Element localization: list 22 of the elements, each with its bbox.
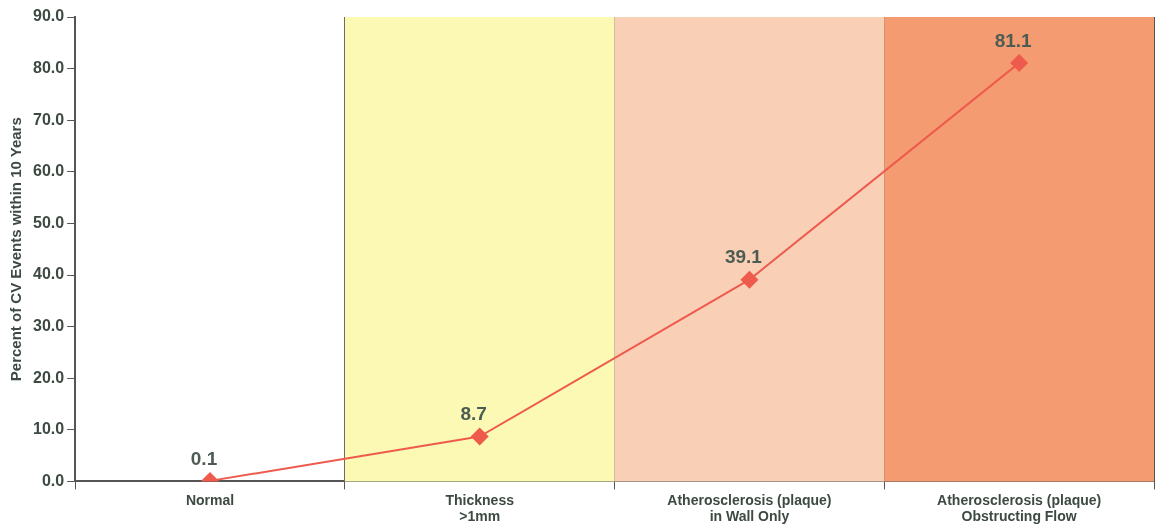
point	[740, 270, 759, 289]
x-tick-label: Atherosclerosis (plaque) in Wall Only	[667, 491, 832, 525]
x-tick-label: Thickness >1mm	[445, 491, 515, 525]
y-tick-label: 30.0	[33, 317, 65, 335]
y-tick-label: 80.0	[33, 59, 65, 77]
y-tick-label: 20.0	[33, 368, 65, 386]
data-label: 8.7	[460, 403, 487, 425]
y-tick-label: 10.0	[33, 420, 65, 438]
y-tick-label: 70.0	[33, 110, 65, 128]
y-tick-label: 90.0	[33, 7, 65, 25]
y-tick-label: 0.0	[41, 471, 65, 489]
y-tick-label: 60.0	[33, 162, 65, 180]
x-tick-label: Normal	[185, 491, 235, 508]
y-axis-title: Percent of CV Events within 10 Years	[7, 117, 25, 382]
y-tick-label: 40.0	[33, 265, 65, 283]
y-tick-label: 50.0	[33, 213, 65, 231]
point	[1010, 53, 1029, 72]
point	[470, 427, 489, 446]
data-label: 81.1	[994, 29, 1033, 51]
x-tick-label: Atherosclerosis (plaque) Obstructing Flow	[937, 491, 1102, 525]
data-label: 39.1	[724, 246, 763, 268]
data-label: 0.1	[190, 447, 218, 469]
